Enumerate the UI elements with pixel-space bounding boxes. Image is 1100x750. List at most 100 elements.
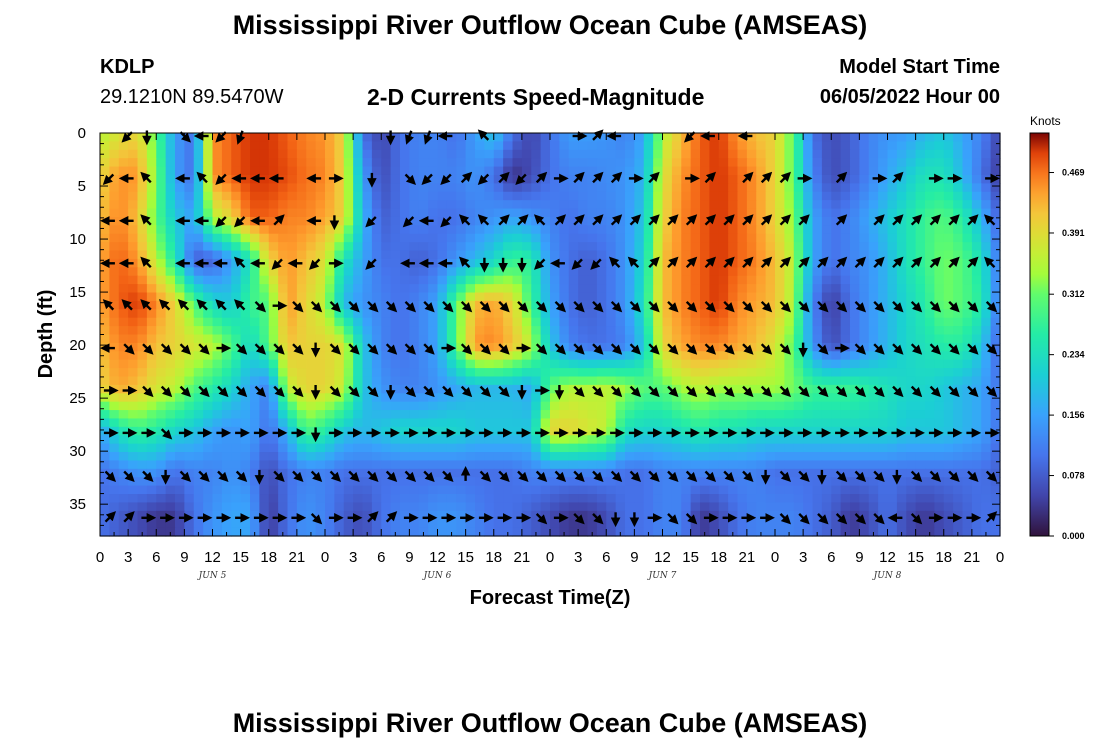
heatmap-cell: [390, 174, 401, 184]
heatmap-cell: [231, 418, 242, 428]
heatmap-cell: [850, 468, 860, 478]
heatmap-cell: [475, 384, 485, 394]
heatmap-cell: [803, 317, 814, 327]
heatmap-cell: [775, 477, 785, 487]
heatmap-cell: [315, 334, 326, 344]
heatmap-cell: [671, 452, 682, 462]
heatmap-cell: [165, 376, 176, 386]
heatmap-cell: [859, 200, 870, 210]
heatmap-cell: [606, 149, 617, 159]
heatmap-cell: [259, 401, 270, 411]
heatmap-cell: [334, 275, 345, 285]
heatmap-cell: [240, 443, 251, 453]
heatmap-cell: [175, 284, 185, 294]
heatmap-cell: [887, 208, 898, 218]
current-arrow: [929, 470, 942, 483]
heatmap-cell: [681, 275, 692, 285]
heatmap-cell: [540, 452, 551, 462]
current-arrow: [215, 216, 227, 228]
heatmap-cell: [981, 519, 992, 529]
heatmap-cell: [465, 401, 476, 411]
heatmap-cell: [990, 216, 1001, 226]
heatmap-cell: [784, 149, 795, 159]
heatmap-cell: [662, 485, 673, 495]
heatmap-cell: [596, 267, 607, 277]
heatmap-cell: [109, 326, 120, 336]
heatmap-cell: [343, 216, 354, 226]
heatmap-cell: [400, 326, 410, 336]
current-arrow: [498, 300, 510, 313]
heatmap-cell: [690, 435, 701, 445]
current-arrow: [440, 216, 452, 228]
heatmap-cell: [953, 208, 964, 218]
current-arrow: [421, 173, 433, 186]
current-arrow: [629, 470, 642, 483]
heatmap-cell: [925, 477, 935, 487]
heatmap-cell: [756, 216, 767, 226]
heatmap-cell: [681, 527, 692, 537]
heatmap-cell: [812, 468, 823, 478]
heatmap-cell: [212, 158, 223, 168]
heatmap-cell: [709, 191, 720, 201]
heatmap-cell: [821, 191, 832, 201]
heatmap-cell: [925, 485, 935, 495]
heatmap-cell: [268, 452, 279, 462]
heatmap-cell: [625, 216, 635, 226]
current-arrow: [402, 216, 415, 228]
heatmap-cell: [559, 426, 570, 436]
heatmap-cell: [156, 225, 167, 235]
heatmap-cell: [531, 267, 542, 277]
heatmap-cell: [465, 326, 476, 336]
heatmap-cell: [521, 527, 532, 537]
heatmap-cell: [362, 494, 373, 504]
heatmap-cell: [221, 225, 232, 235]
heatmap-cell: [512, 351, 523, 361]
heatmap-cell: [812, 460, 823, 470]
heatmap-cell: [962, 376, 973, 386]
current-arrow: [648, 214, 660, 226]
heatmap-cell: [381, 284, 392, 294]
heatmap-cell: [559, 242, 570, 252]
heatmap-cell: [540, 317, 551, 327]
heatmap-cell: [175, 334, 185, 344]
heatmap-cell: [803, 267, 814, 277]
heatmap-cell: [409, 233, 420, 243]
heatmap-cell: [278, 519, 289, 529]
heatmap-cell: [850, 527, 860, 537]
heatmap-cell: [643, 519, 654, 529]
heatmap-cell: [559, 141, 570, 151]
heatmap-cell: [353, 133, 364, 142]
heatmap-cell: [193, 200, 204, 210]
heatmap-cell: [203, 300, 214, 310]
heatmap-cell: [250, 401, 260, 411]
heatmap-cell: [943, 326, 954, 336]
heatmap-cell: [315, 317, 326, 327]
heatmap-cell: [878, 527, 889, 537]
heatmap-cell: [381, 426, 392, 436]
heatmap-cell: [268, 275, 279, 285]
heatmap-cell: [568, 284, 579, 294]
heatmap-cell: [100, 494, 110, 504]
heatmap-cell: [484, 158, 495, 168]
heatmap-cell: [700, 166, 710, 176]
heatmap-cell: [221, 309, 232, 319]
current-arrow: [685, 256, 698, 269]
heatmap-cell: [484, 359, 495, 369]
heatmap-cell: [456, 519, 467, 529]
current-arrow: [854, 300, 867, 313]
heatmap-cell: [137, 351, 148, 361]
heatmap-cell: [240, 258, 251, 268]
heatmap-cell: [100, 133, 110, 142]
heatmap-cell: [550, 158, 560, 168]
heatmap-cell: [156, 292, 167, 302]
heatmap-cell: [700, 208, 710, 218]
heatmap-cell: [315, 250, 326, 260]
heatmap-cell: [596, 494, 607, 504]
heatmap-cell: [775, 149, 785, 159]
heatmap-cell: [850, 368, 860, 378]
heatmap-cell: [353, 502, 364, 512]
heatmap-cell: [775, 393, 785, 403]
heatmap-cell: [306, 183, 317, 193]
heatmap-cell: [568, 141, 579, 151]
heatmap-cell: [540, 309, 551, 319]
